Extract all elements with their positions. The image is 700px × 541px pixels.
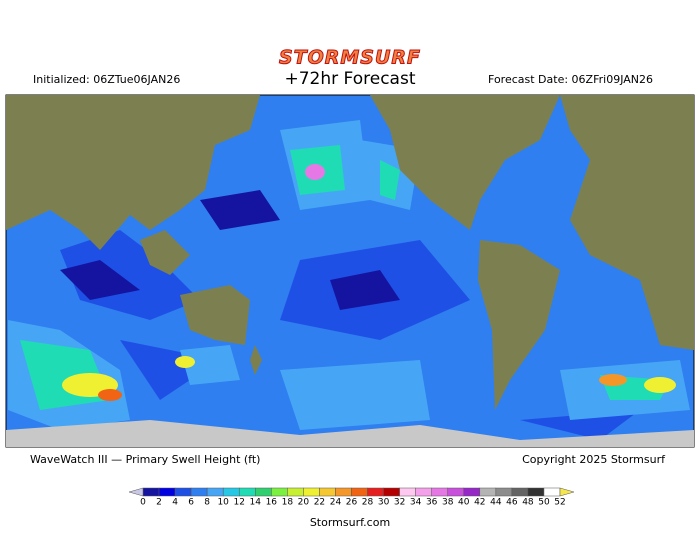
- legend-tick-label: 14: [250, 498, 262, 508]
- legend-tick-label: 12: [234, 498, 245, 508]
- legend-tick-label: 44: [490, 498, 502, 508]
- legend-swatch: [206, 487, 224, 497]
- storm-core: [599, 374, 627, 386]
- legend-swatch: [447, 487, 465, 497]
- legend-swatch: [174, 487, 192, 497]
- legend-tick-label: 46: [506, 498, 518, 508]
- legend-tick-label: 8: [204, 498, 210, 508]
- legend-tick-label: 22: [314, 498, 325, 508]
- land: [6, 95, 694, 410]
- legend-tick-label: 0: [140, 498, 146, 508]
- legend-swatch: [415, 487, 432, 497]
- legend-tick-label: 26: [346, 498, 358, 508]
- ice: [6, 420, 694, 447]
- logo: STORMSURF: [279, 47, 421, 69]
- calm-zone: [60, 190, 400, 310]
- legend-swatch: [287, 487, 304, 497]
- legend-swatch: [319, 487, 336, 497]
- map: [5, 94, 695, 448]
- legend-tick-label: 24: [330, 498, 342, 508]
- initialized: Initialized: 06ZTue06JAN26: [33, 73, 180, 86]
- legend-swatch: [495, 487, 513, 497]
- legend-swatch: [271, 487, 288, 497]
- legend-swatch: [463, 487, 481, 497]
- legend-tick-label: 42: [474, 498, 485, 508]
- legend-tick-label: 34: [410, 498, 422, 508]
- title: +72hr Forecast: [285, 69, 416, 89]
- legend-swatch: [190, 487, 208, 497]
- legend-tick-label: 52: [554, 498, 565, 508]
- legend-swatch: [431, 487, 448, 497]
- legend-swatch: [158, 487, 176, 497]
- site: Stormsurf.com: [310, 516, 390, 529]
- legend-swatch: [255, 487, 272, 497]
- copyright: Copyright 2025 Stormsurf: [522, 453, 666, 466]
- legend-tick-label: 16: [266, 498, 278, 508]
- legend-tick-label: 48: [522, 498, 534, 508]
- legend-swatch: [543, 487, 561, 497]
- storm-core: [305, 164, 325, 180]
- caption: WaveWatch III — Primary Swell Height (ft…: [30, 453, 260, 466]
- legend-tick-label: 2: [156, 498, 162, 508]
- legend-swatch: [479, 487, 497, 497]
- legend-swatch: [335, 487, 352, 497]
- legend-arrow: [128, 487, 144, 497]
- legend-tick-label: 28: [362, 498, 374, 508]
- forecast-date: Forecast Date: 06ZFri09JAN26: [488, 73, 653, 86]
- legend-swatch: [527, 487, 545, 497]
- legend-swatch: [383, 487, 400, 497]
- legend-swatch: [399, 487, 416, 497]
- storm-swell: [644, 377, 676, 393]
- legend-tick-label: 38: [442, 498, 454, 508]
- legend-tick-label: 32: [394, 498, 405, 508]
- legend-swatch: [222, 487, 240, 497]
- legend-swatch: [303, 487, 320, 497]
- legend-swatch: [142, 487, 160, 497]
- legend-tick-label: 10: [217, 498, 229, 508]
- legend-arrow: [559, 487, 575, 497]
- legend-tick-label: 6: [188, 498, 194, 508]
- legend-tick-label: 18: [282, 498, 294, 508]
- storm-core: [98, 389, 122, 401]
- legend-tick-label: 4: [172, 498, 178, 508]
- legend-tick-label: 36: [426, 498, 438, 508]
- legend-swatch: [367, 487, 384, 497]
- legend-tick-label: 40: [458, 498, 470, 508]
- legend-tick-label: 50: [538, 498, 550, 508]
- legend-tick-label: 20: [298, 498, 310, 508]
- legend-swatch: [351, 487, 368, 497]
- color-legend: 0 2 4 6 8 10 12 14 16 18 20 22 24 26 28 30 32 34 36 38 40 42 4…: [128, 487, 575, 508]
- legend-swatch: [511, 487, 529, 497]
- legend-swatch: [238, 487, 256, 497]
- storm-swell: [175, 356, 195, 368]
- legend-tick-label: 30: [378, 498, 390, 508]
